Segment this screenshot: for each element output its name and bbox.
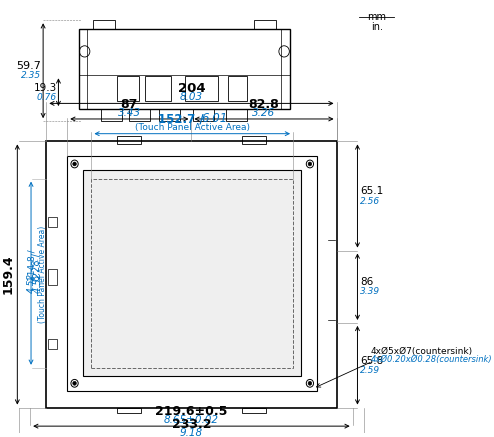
Bar [117, 408, 141, 413]
Text: (Touch Panel Active Area): (Touch Panel Active Area) [135, 123, 250, 132]
Bar [93, 21, 115, 29]
Bar [83, 170, 301, 376]
Text: 233.2: 233.2 [172, 418, 211, 431]
Bar [117, 136, 141, 144]
Bar [79, 29, 290, 109]
Bar [226, 109, 247, 121]
Text: 2.56: 2.56 [360, 197, 380, 206]
Text: 0.76: 0.76 [37, 93, 57, 102]
Circle shape [308, 382, 312, 385]
Bar [48, 269, 57, 285]
Text: 2.59: 2.59 [360, 366, 380, 375]
Bar [254, 21, 276, 29]
Bar [48, 340, 57, 349]
Text: 3.39: 3.39 [360, 288, 380, 296]
Text: 8.03: 8.03 [180, 92, 203, 102]
Text: 4xØ5xØ7(countersink): 4xØ5xØ7(countersink) [371, 347, 473, 356]
Text: 219.6±0.5: 219.6±0.5 [155, 406, 228, 418]
Text: 8.65±0.02: 8.65±0.02 [164, 415, 219, 425]
Bar [46, 142, 336, 408]
Text: 6.01: 6.01 [201, 112, 228, 125]
Bar [91, 179, 293, 368]
Text: 19.3: 19.3 [34, 83, 57, 93]
Text: 4.52: 4.52 [33, 271, 42, 293]
Bar [159, 109, 180, 121]
Text: 204: 204 [178, 82, 205, 95]
Text: 87: 87 [121, 98, 138, 111]
Text: 3.26: 3.26 [252, 108, 276, 118]
Bar [242, 408, 266, 413]
Bar [145, 76, 171, 101]
Text: (Touch Panel Active Area): (Touch Panel Active Area) [38, 226, 47, 323]
Bar [48, 217, 57, 227]
Text: 2.35: 2.35 [21, 70, 41, 80]
Text: 65.8: 65.8 [360, 356, 383, 366]
Text: 4xØ0.20xØ0.28(countersink): 4xØ0.20xØ0.28(countersink) [371, 355, 493, 364]
Bar [185, 76, 218, 101]
Bar [67, 156, 317, 391]
Text: 159.4: 159.4 [1, 255, 14, 294]
Text: in.: in. [371, 22, 383, 32]
Text: mm: mm [368, 12, 386, 22]
Circle shape [308, 162, 312, 166]
Text: 3.43: 3.43 [118, 108, 141, 118]
Text: 86: 86 [360, 277, 373, 288]
Text: 4.52: 4.52 [27, 273, 37, 293]
Text: 114.8 /: 114.8 / [27, 246, 37, 281]
Circle shape [73, 162, 77, 166]
Bar [242, 136, 266, 144]
Text: 82.8: 82.8 [248, 98, 279, 111]
Bar [101, 109, 122, 121]
Bar [117, 76, 139, 101]
Bar [129, 109, 150, 121]
Circle shape [73, 382, 77, 385]
Text: 152.7 /: 152.7 / [159, 112, 208, 125]
Text: 59.7: 59.7 [16, 61, 41, 70]
Text: 9.18: 9.18 [180, 428, 203, 437]
Text: 65.1: 65.1 [360, 186, 383, 196]
Text: 6.28 /: 6.28 / [33, 250, 42, 281]
Bar [228, 76, 247, 101]
Bar [194, 109, 214, 121]
